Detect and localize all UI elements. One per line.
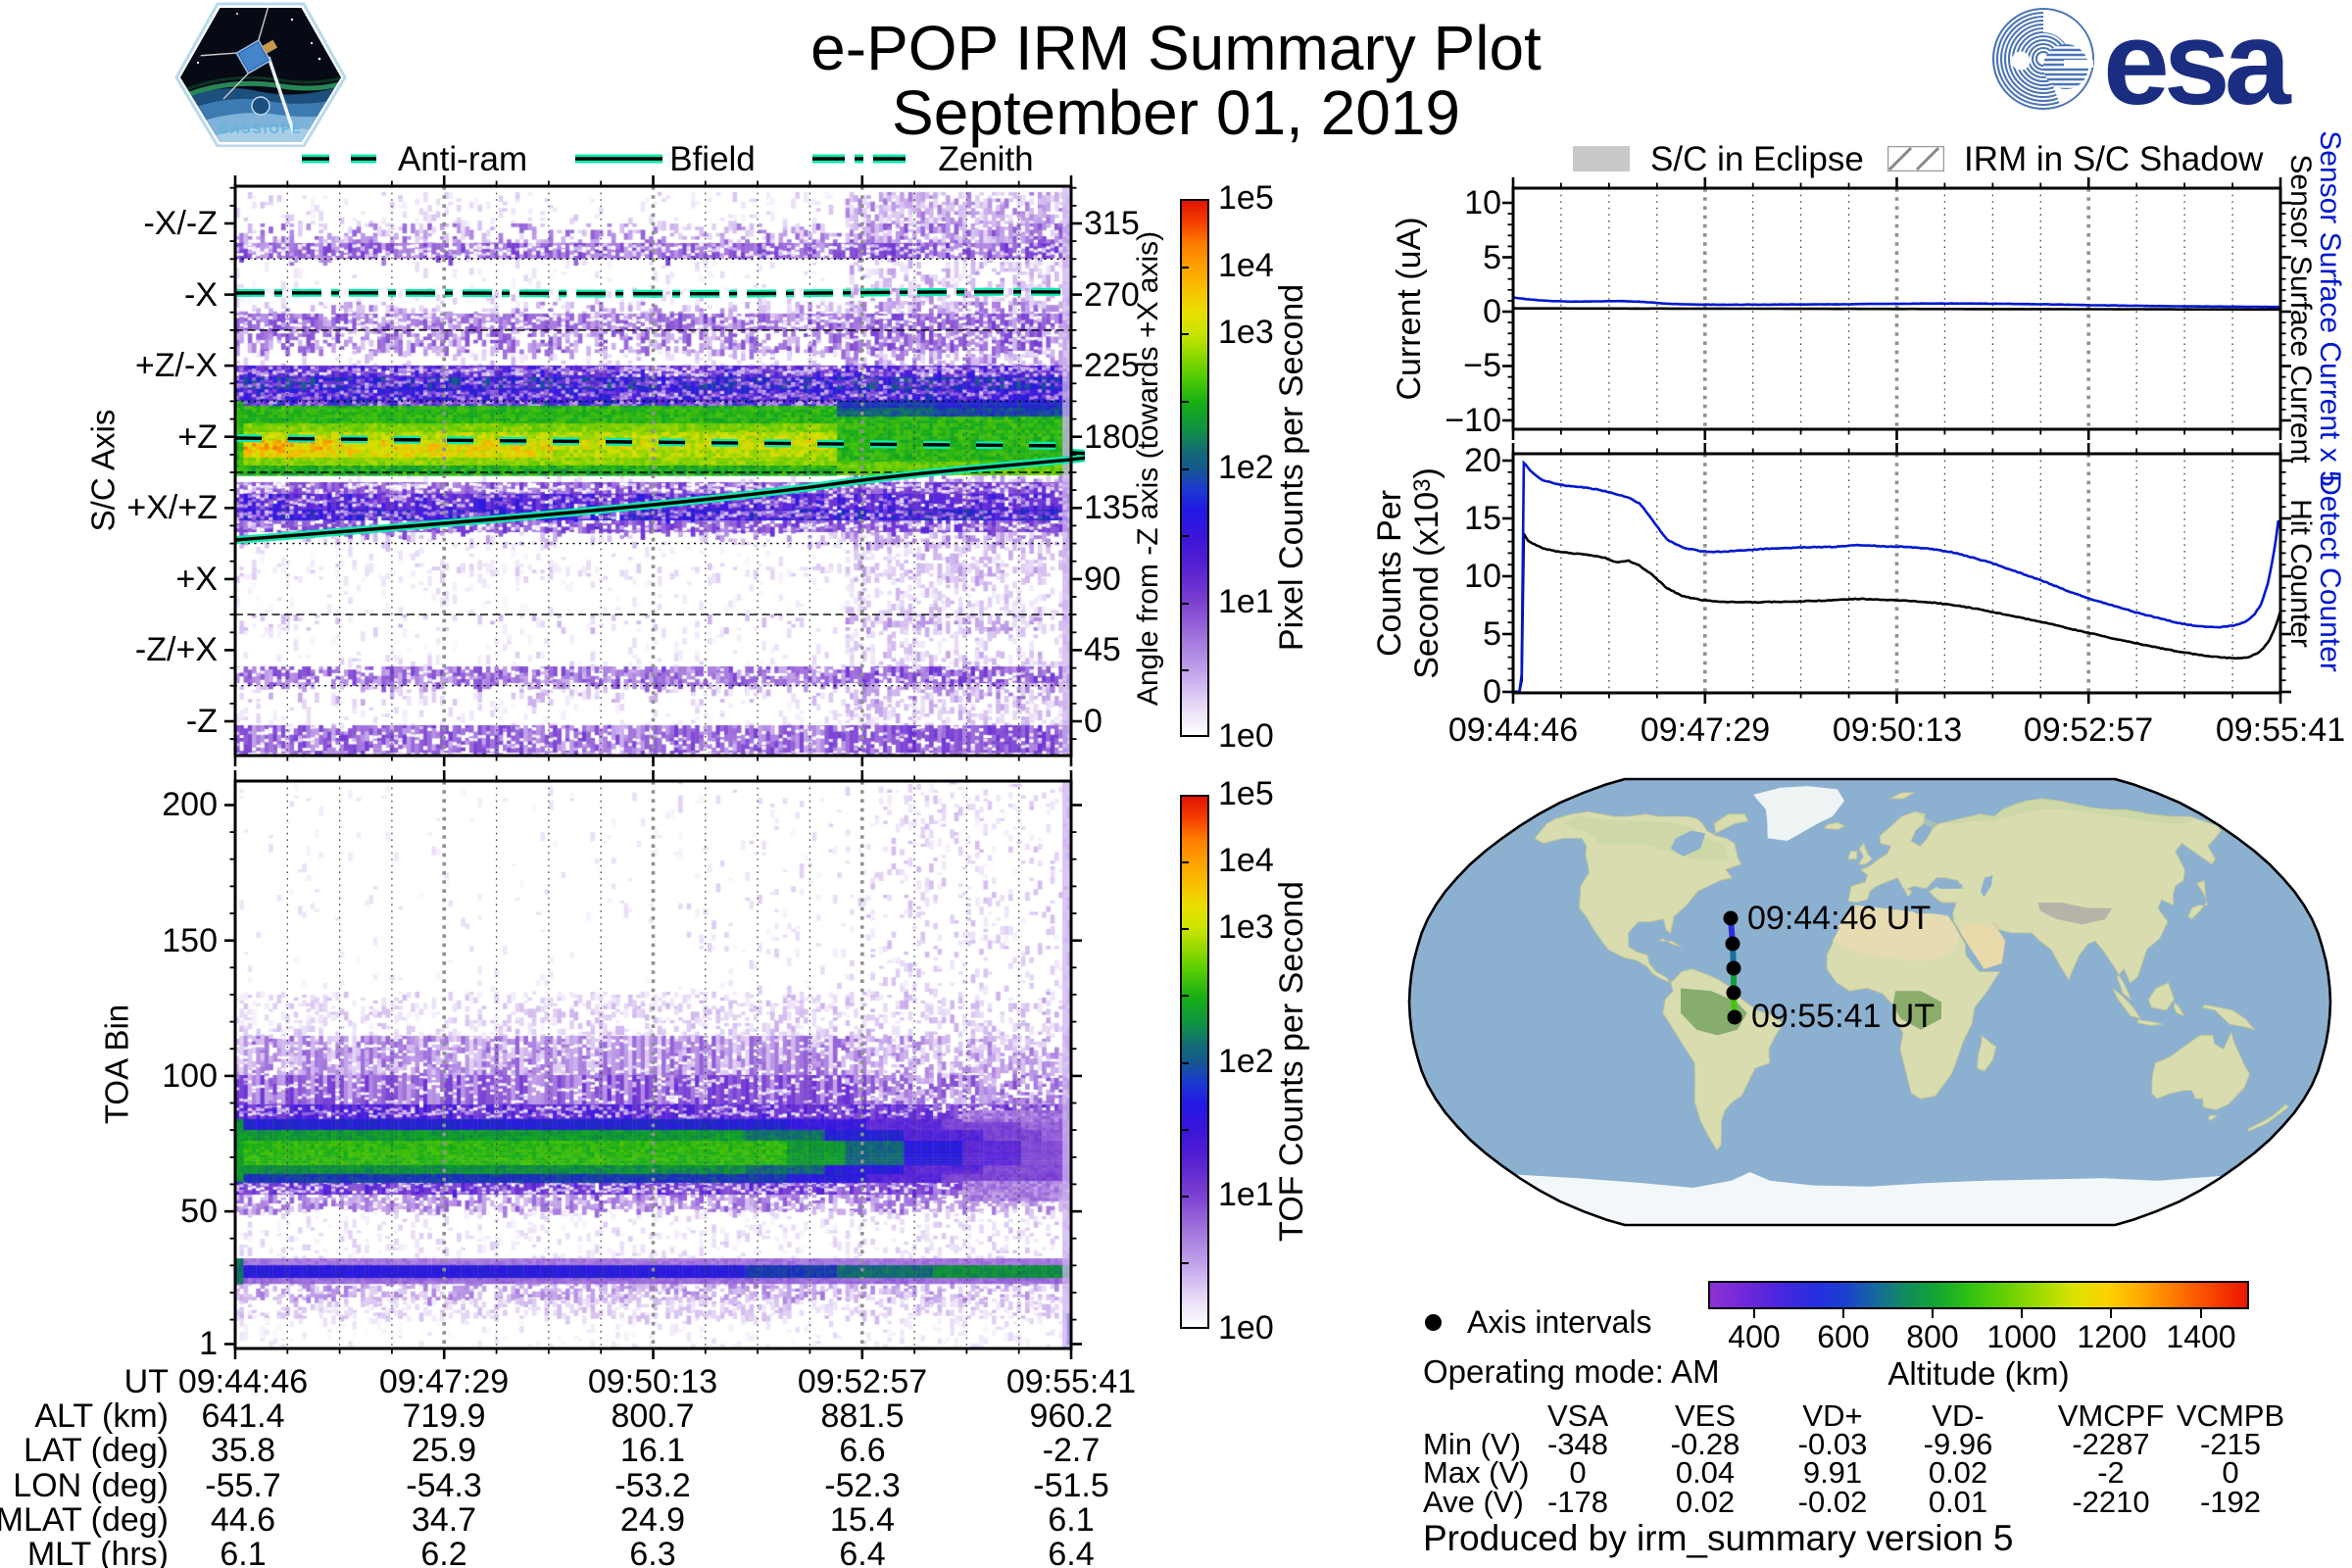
- svg-text:CASSIOPE: CASSIOPE: [219, 122, 303, 136]
- svg-text:esa: esa: [2103, 0, 2292, 127]
